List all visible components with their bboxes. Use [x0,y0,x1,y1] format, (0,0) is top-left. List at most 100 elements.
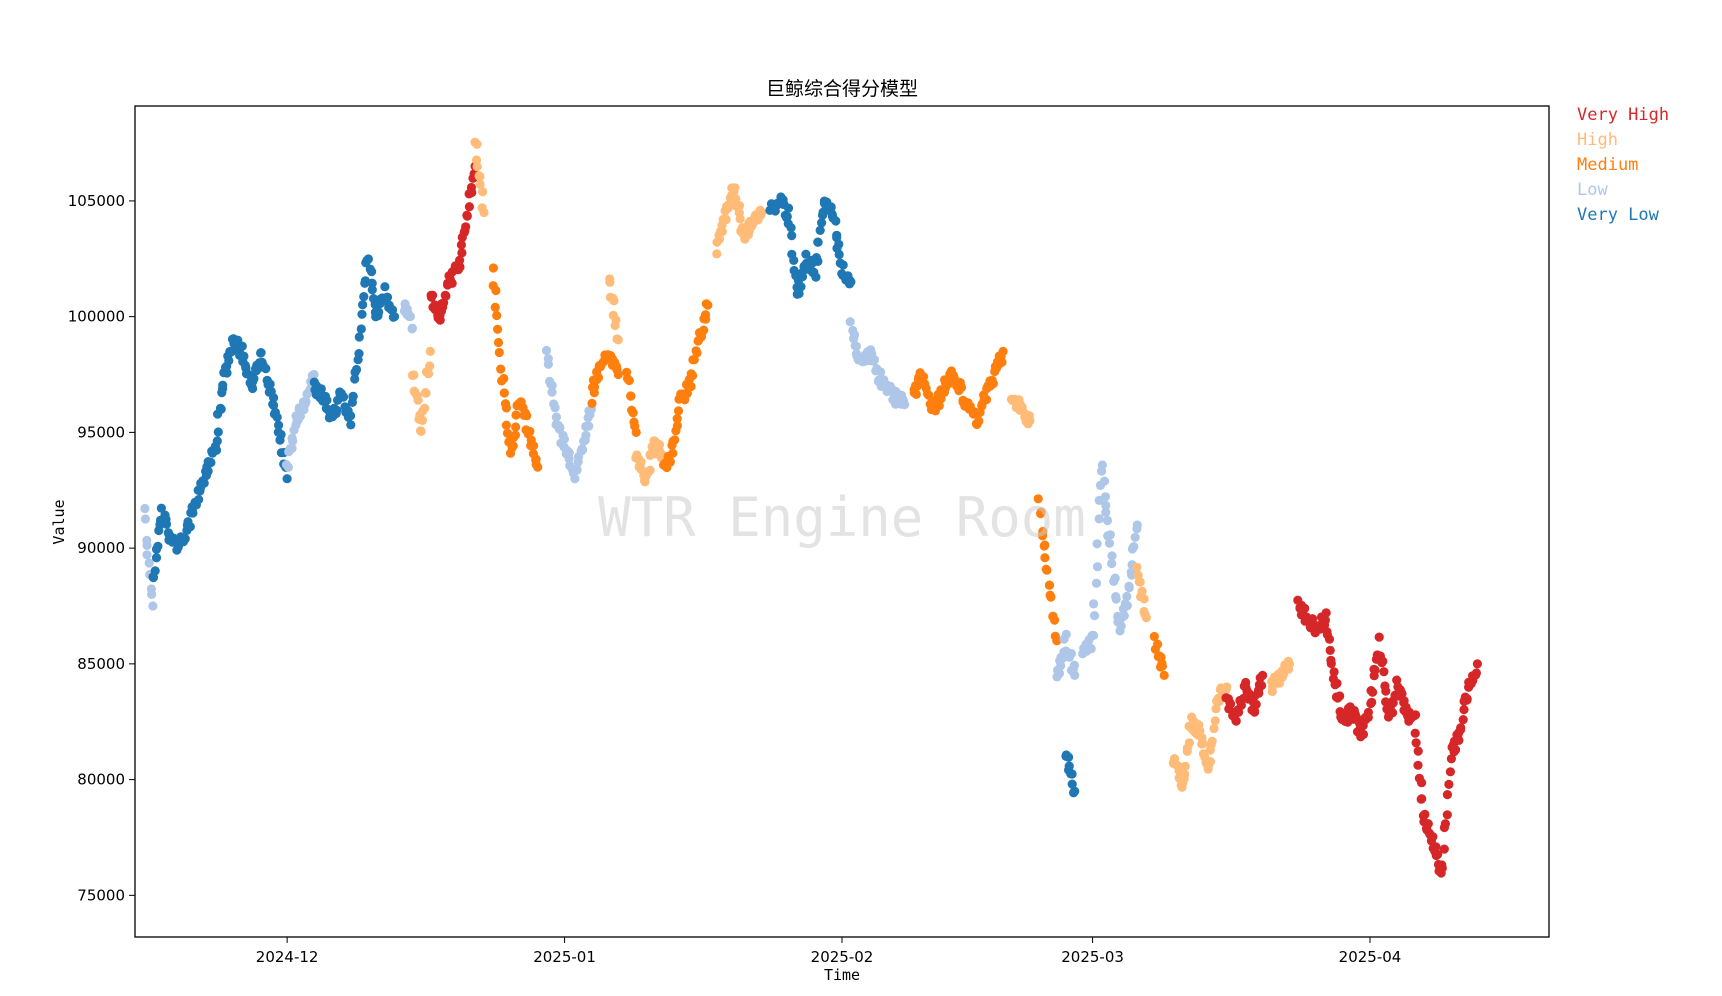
scatter-point [1411,710,1421,720]
scatter-point [1070,670,1080,681]
segment-low [541,345,597,484]
scatter-point [1462,694,1472,704]
scatter-point [1067,769,1077,779]
scatter-point [555,422,565,433]
scatter-point [559,434,570,444]
scatter-point [499,373,509,384]
segment-medium [659,299,713,473]
scatter-point [924,390,934,400]
scatter-point [801,249,811,259]
scatter-point [455,262,465,272]
segment-low [281,369,319,472]
scatter-point [1052,636,1062,646]
scatter-point [1203,764,1213,774]
scatter-point [550,403,560,413]
scatter-point [367,267,377,277]
scatter-point [1033,494,1043,504]
scatter-point [1124,581,1134,591]
scatter-point [1378,656,1388,666]
scatter-point [589,382,600,392]
x-tick-label: 2025-02 [811,948,874,966]
scatter-point [346,411,356,421]
scatter-point [1099,476,1110,486]
scatter-point [1388,708,1398,718]
scatter-point [455,255,465,265]
scatter-point [692,348,702,358]
scatter-point [1119,611,1129,621]
scatter-point [1067,779,1077,789]
scatter-point [237,341,247,351]
scatter-point [472,139,482,149]
scatter-point [876,367,886,377]
scatter-point [957,382,967,392]
scatter-point [492,310,502,321]
scatter-point [813,237,823,247]
scatter-point [1025,416,1035,426]
scatter-point [1428,832,1438,842]
scatter-point [1110,573,1120,583]
scatter-point [1417,778,1427,788]
scatter-point [316,384,326,394]
segment-very-low [765,192,856,299]
scatter-point [1222,682,1232,692]
scatter-point [140,503,150,514]
scatter-point [1159,670,1169,681]
scatter-point [212,436,222,446]
y-axis-label: Value [50,499,68,544]
scatter-point [322,395,332,405]
scatter-point [1089,611,1100,621]
scatter-point [510,422,521,432]
scatter-point [1040,553,1050,563]
scatter-point [981,395,992,405]
scatter-point [672,421,683,431]
scatter-point [405,311,415,322]
scatter-point [203,466,213,476]
scatter-point [472,162,482,172]
scatter-point [1209,723,1219,734]
scatter-point [934,401,944,411]
scatter-point [1127,570,1137,580]
scatter-point [547,380,557,391]
scatter-point [1324,634,1335,644]
scatter-point [613,335,623,345]
scatter-point [511,410,521,420]
scatter-point [612,361,622,372]
scatter-point [261,364,271,374]
legend-entry: Low [1577,180,1608,200]
scatter-point [457,248,467,258]
scatter-point [425,361,435,371]
segment-very-high [1293,595,1482,878]
scatter-point [1180,761,1190,771]
scatter-point [1198,739,1208,749]
scatter-point [447,278,457,288]
scatter-point [911,389,921,399]
scatter-point [1251,699,1261,710]
scatter-point [380,282,390,292]
legend-entry: Medium [1577,155,1638,175]
scatter-point [491,285,501,296]
segment-high [1267,656,1295,697]
scatter-point [475,172,485,182]
scatter-point [1149,631,1159,642]
scatter-point [522,411,532,421]
scatter-point [351,364,362,375]
scatter-point [1284,659,1295,669]
segment-high [1168,682,1232,792]
scatter-point [274,420,284,430]
scatter-point [869,355,880,365]
scatter-point [815,225,825,235]
scatter-point [783,203,794,213]
scatter-point [626,391,636,401]
scatter-point [1445,767,1455,777]
scatter-point [686,381,696,392]
scatter-point [287,443,297,453]
scatter-point [541,345,552,356]
scatter-point [151,553,162,563]
segment-medium [488,263,543,472]
scatter-point [1231,716,1241,726]
scatter-point [367,285,377,295]
scatter-point [1050,615,1060,625]
scatter-point [849,330,860,340]
